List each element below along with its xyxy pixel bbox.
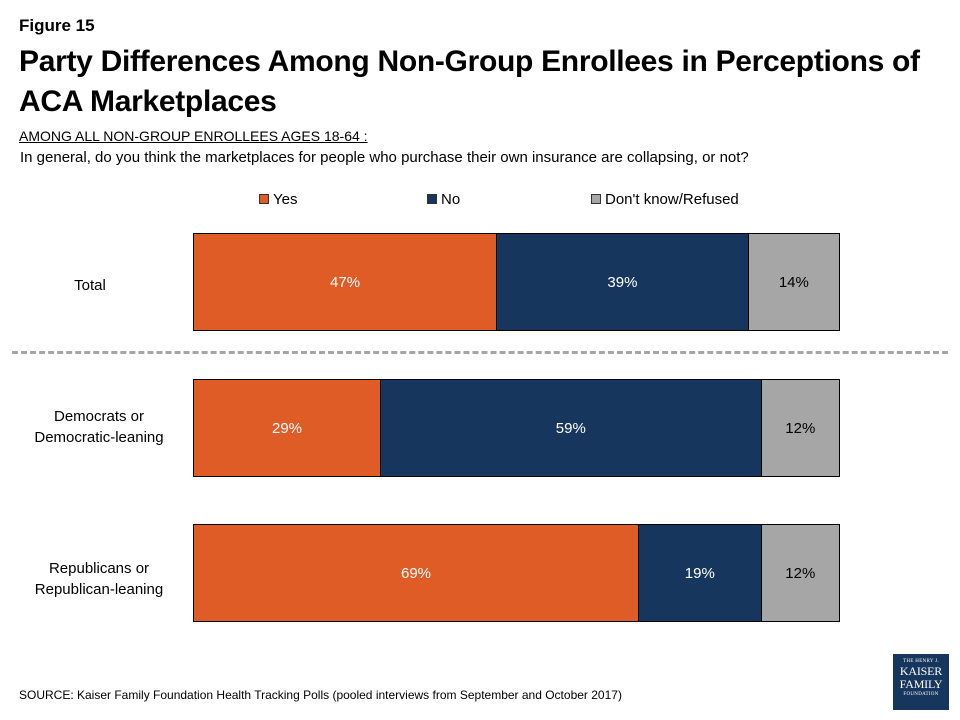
bar-segment-no: 59% (381, 380, 762, 476)
data-label: 29% (272, 419, 303, 437)
data-label: 14% (778, 273, 809, 291)
legend-item-dont-know: Don't know/Refused (591, 189, 739, 209)
bar-segment-no: 39% (497, 234, 749, 330)
legend-label-no: No (441, 190, 461, 208)
data-label: 69% (401, 564, 432, 582)
bar-row-democrats: 29% 59% 12% (193, 379, 840, 477)
bar-segment-no: 19% (639, 525, 762, 621)
chart-subtitle: AMONG ALL NON-GROUP ENROLLEES AGES 18-64… (19, 128, 368, 144)
group-divider (12, 351, 948, 354)
row-label-total: Total (74, 277, 106, 294)
logo-line: FOUNDATION (903, 692, 939, 697)
legend-item-no: No (427, 189, 460, 209)
bar-row-republicans: 69% 19% 12% (193, 524, 840, 622)
legend-swatch-dont-know (591, 194, 601, 204)
logo-line: THE HENRY J. (903, 659, 939, 664)
chart-legend: Yes No Don't know/Refused (0, 189, 960, 209)
kff-logo: THE HENRY J. KAISER FAMILY FOUNDATION (893, 654, 949, 710)
chart-title: Party Differences Among Non-Group Enroll… (19, 45, 920, 118)
bar-segment-yes: 47% (194, 234, 498, 330)
bar-row-total: 47% 39% 14% (193, 233, 840, 331)
data-label: 59% (555, 419, 586, 437)
bar-segment-yes: 69% (194, 525, 640, 621)
bar-segment-dont-know: 12% (761, 380, 839, 476)
bar-segment-dont-know: 14% (748, 234, 839, 330)
legend-label-yes: Yes (273, 190, 298, 208)
legend-item-yes: Yes (259, 189, 297, 209)
data-label: 19% (684, 564, 715, 582)
source-note: SOURCE: Kaiser Family Foundation Health … (19, 688, 622, 702)
bar-segment-dont-know: 12% (761, 525, 839, 621)
bar-segment-yes: 29% (194, 380, 382, 476)
legend-label-dont-know: Don't know/Refused (605, 190, 739, 208)
logo-line: KAISER (899, 664, 943, 678)
data-label: 47% (330, 273, 361, 291)
figure-label: Figure 15 (19, 16, 95, 35)
legend-swatch-no (427, 194, 437, 204)
data-label: 12% (785, 564, 816, 582)
logo-line: FAMILY (899, 677, 943, 691)
row-label-republicans: Republicans or Republican-leaning (34, 560, 164, 598)
row-label-democrats: Democrats or Democratic-leaning (34, 408, 164, 446)
data-label: 12% (785, 419, 816, 437)
legend-swatch-yes (259, 194, 269, 204)
data-label: 39% (607, 273, 638, 291)
survey-question: In general, do you think the marketplace… (20, 149, 749, 166)
